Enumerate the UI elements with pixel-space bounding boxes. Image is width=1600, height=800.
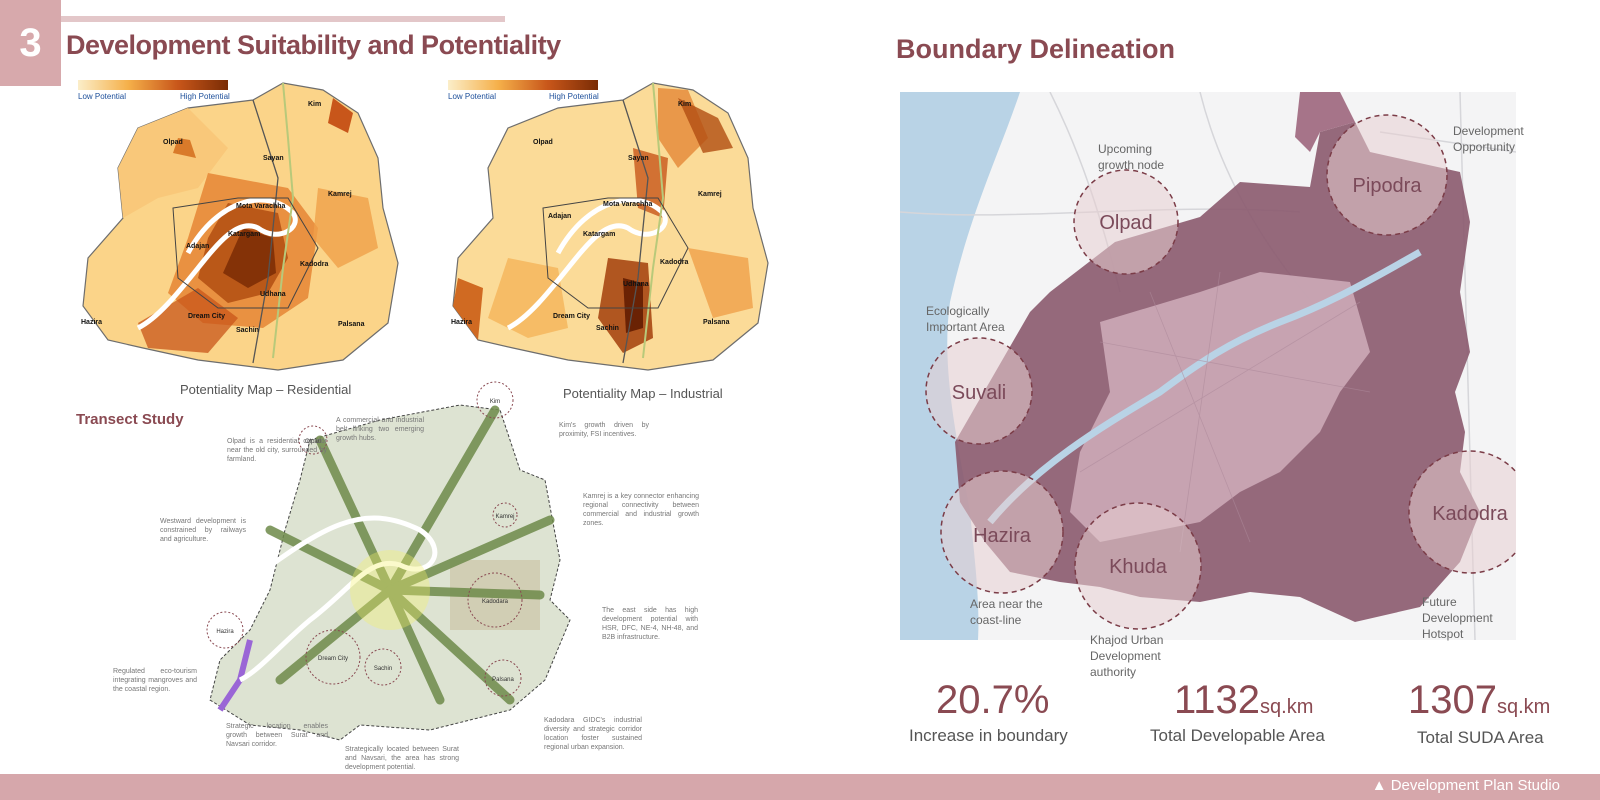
- stat-boundary-increase-value: 20.7%: [936, 678, 1050, 722]
- industrial-label-kamrej: Kamrej: [698, 191, 722, 198]
- circle-olpad: [1073, 169, 1179, 275]
- residential-legend-low: Low Potential: [78, 92, 127, 101]
- circle-label-hazira: Hazira: [973, 525, 1032, 547]
- annotation-westward: Westward development is constrained by r…: [160, 518, 246, 543]
- industrial-legend-bar: [448, 80, 598, 90]
- industrial-label-sayan: Sayan: [628, 155, 649, 162]
- annotation-kamrej: Kamrej is a key connector enhancing regi…: [583, 493, 699, 527]
- stat-developable-area-label: Total Developable Area: [1150, 726, 1325, 745]
- industrial-label-hazira: Hazira: [451, 319, 472, 326]
- footer-bar: [0, 774, 1600, 800]
- residential-label-kim: Kim: [308, 101, 321, 108]
- residential-label-palsana: Palsana: [338, 321, 365, 328]
- stat-suda-area-value: 1307sq.km: [1408, 678, 1551, 722]
- residential-label-dream-city: Dream City: [188, 313, 225, 320]
- circle-label-olpad: Olpad: [1099, 212, 1152, 234]
- circle-pipodra: [1326, 114, 1448, 236]
- residential-label-sayan: Sayan: [263, 155, 284, 162]
- annotation-kadodara: Kadodara GIDC's industrial diversity and…: [544, 717, 642, 751]
- studio-name: Development Plan Studio: [1390, 777, 1560, 794]
- stat-suda-area-label: Total SUDA Area: [1417, 728, 1544, 747]
- boundary-title: Boundary Delineation: [896, 34, 1176, 64]
- residential-potential-map: Kim Olpad Sayan Kamrej Mota Varachha Kat…: [81, 82, 399, 371]
- residential-legend-bar: [78, 80, 228, 90]
- industrial-label-kadodra: Kadodra: [660, 259, 689, 266]
- circle-suvali: [925, 337, 1033, 445]
- industrial-label-sachin: Sachin: [596, 325, 619, 332]
- residential-legend-high: High Potential: [180, 92, 230, 101]
- annotation-eco-tourism: Regulated eco-tourism integrating mangro…: [113, 668, 197, 693]
- transect-node-hazira: Hazira: [216, 629, 234, 635]
- annotation-commercial-belt: A commercial and industrial belt linking…: [336, 417, 424, 442]
- annotation-olpad: Olpad is a residential corridor near the…: [227, 438, 327, 463]
- boundary-annotation-olpad: Upcoming growth node: [1098, 142, 1165, 172]
- industrial-label-adajan: Adajan: [548, 213, 571, 220]
- boundary-annotation-suvali: Ecologically Important Area: [926, 304, 1005, 334]
- transect-node-dream-city: Dream City: [318, 656, 348, 662]
- industrial-label-dream-city: Dream City: [553, 313, 590, 320]
- residential-caption: Potentiality Map – Residential: [180, 382, 352, 397]
- transect-node-olpad: Olpad: [305, 439, 321, 445]
- sea-area: [900, 92, 1020, 640]
- industrial-legend-high: High Potential: [549, 92, 599, 101]
- residential-label-kamrej: Kamrej: [328, 191, 352, 198]
- transect-node-kim: Kim: [490, 399, 500, 405]
- industrial-label-olpad: Olpad: [533, 139, 553, 146]
- boundary-annotation-pipodra: Development Opportunity: [1453, 124, 1524, 154]
- industrial-label-katargam: Katargam: [583, 231, 615, 238]
- industrial-caption: Potentiality Map – Industrial: [563, 386, 723, 401]
- stat-boundary-increase-label: Increase in boundary: [909, 726, 1068, 745]
- circle-label-suvali: Suvali: [952, 382, 1006, 404]
- footer-label: ▲ Development Plan Studio: [1372, 777, 1560, 794]
- circle-label-khuda: Khuda: [1109, 556, 1168, 578]
- residential-label-adajan: Adajan: [186, 243, 209, 250]
- industrial-label-palsana: Palsana: [703, 319, 730, 326]
- industrial-potential-map: Kim Olpad Sayan Kamrej Mota Varachha Kat…: [451, 82, 769, 371]
- circle-kadodra: [1408, 450, 1516, 574]
- industrial-label-udhana: Udhana: [623, 281, 649, 288]
- transect-node-sachin: Sachin: [374, 666, 392, 672]
- transect-node-kamrej: Kamrej: [495, 514, 514, 520]
- annotation-kim: Kim's growth driven by proximity, FSI in…: [559, 422, 649, 438]
- transect-node-kadodara: Kadodara: [482, 599, 509, 605]
- section-number: 3: [0, 0, 61, 86]
- residential-label-olpad: Olpad: [163, 139, 183, 146]
- residential-label-katargam: Katargam: [228, 231, 260, 238]
- circle-label-pipodra: Pipodra: [1353, 175, 1423, 197]
- circle-label-kadodra: Kadodra: [1432, 503, 1508, 525]
- annotation-strategically-located: Strategically located between Surat and …: [345, 746, 459, 771]
- boundary-annotation-hazira: Area near the coast-line: [970, 597, 1043, 627]
- industrial-label-mota-varachha: Mota Varachha: [603, 201, 653, 208]
- triangle-icon: ▲: [1371, 777, 1387, 794]
- industrial-label-kim: Kim: [678, 101, 691, 108]
- header-rule: [61, 16, 505, 22]
- boundary-annotation-kadodra: Future Development Hotspot: [1422, 595, 1493, 641]
- residential-label-kadodra: Kadodra: [300, 261, 329, 268]
- boundary-annotation-khuda: Khajod Urban Development authority: [1090, 633, 1164, 679]
- circle-hazira: [940, 470, 1064, 594]
- annotation-strategic-location: Strategic location enables growth betwee…: [226, 723, 328, 748]
- residential-label-udhana: Udhana: [260, 291, 286, 298]
- residential-label-hazira: Hazira: [81, 319, 102, 326]
- stat-developable-area-value: 1132sq.km: [1174, 678, 1314, 722]
- section-title: Development Suitability and Potentiality: [66, 30, 561, 60]
- transect-map: Kim Olpad Kamrej Kadodara Hazira Dream C…: [206, 381, 571, 741]
- circle-khuda: [1074, 502, 1202, 630]
- industrial-legend-low: Low Potential: [448, 92, 497, 101]
- annotation-east-side: The east side has high development poten…: [602, 607, 698, 641]
- transect-title: Transect Study: [76, 411, 184, 428]
- residential-label-sachin: Sachin: [236, 327, 259, 334]
- boundary-map: Olpad Pipodra Suvali Hazira Khuda Kadodr…: [900, 92, 1516, 640]
- residential-label-mota-varachha: Mota Varachha: [236, 203, 286, 210]
- transect-node-palsana: Palsana: [492, 677, 514, 683]
